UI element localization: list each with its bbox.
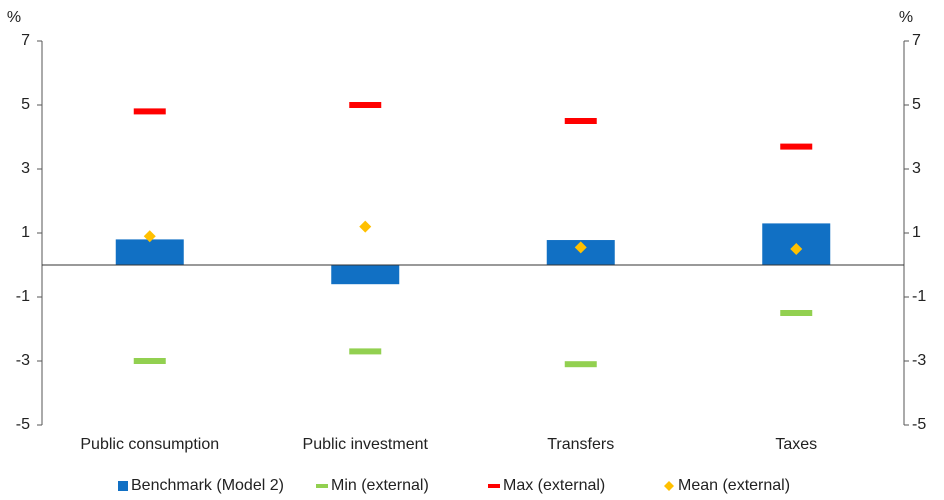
y-tick-label: 1 xyxy=(21,224,30,241)
y-tick-label: -3 xyxy=(16,352,30,369)
legend-swatch xyxy=(488,484,500,488)
y2-tick-label: -5 xyxy=(912,416,926,433)
y-tick-label: -5 xyxy=(16,416,30,433)
legend-label: Min (external) xyxy=(331,477,429,494)
x-tick-label: Public consumption xyxy=(80,436,219,453)
legend-label: Mean (external) xyxy=(678,477,790,494)
legend-swatch xyxy=(118,481,128,491)
dash-marker xyxy=(564,118,597,124)
y2-tick-label: -3 xyxy=(912,352,926,369)
legend-swatch xyxy=(664,481,674,491)
dash-marker xyxy=(564,361,597,368)
y-tick-label: 7 xyxy=(21,32,30,49)
dash-marker xyxy=(133,358,166,364)
dash-marker xyxy=(780,143,813,150)
diamond-marker xyxy=(143,230,156,243)
y2-unit-label: % xyxy=(899,9,913,26)
x-tick-label: Transfers xyxy=(547,436,614,453)
bar xyxy=(331,265,400,285)
x-tick-label: Taxes xyxy=(775,436,817,453)
legend-label: Max (external) xyxy=(503,477,605,494)
dash-marker xyxy=(349,102,382,108)
diamond-marker xyxy=(790,243,803,255)
dash-marker xyxy=(133,108,166,115)
diamond-marker xyxy=(574,241,587,254)
y-tick-label: 5 xyxy=(21,96,30,113)
y-tick-label: 3 xyxy=(21,160,30,177)
diamond-marker xyxy=(359,220,372,233)
y2-tick-label: 7 xyxy=(912,32,921,49)
y-unit-label: % xyxy=(7,9,21,26)
y2-tick-label: -1 xyxy=(912,288,926,305)
dash-marker xyxy=(780,310,813,316)
y2-tick-label: 3 xyxy=(912,160,921,177)
bar xyxy=(115,239,184,265)
y2-tick-label: 1 xyxy=(912,224,921,241)
dash-marker xyxy=(349,348,382,355)
legend-label: Benchmark (Model 2) xyxy=(131,477,284,494)
legend-swatch xyxy=(316,484,328,488)
y2-tick-label: 5 xyxy=(912,96,921,113)
x-tick-label: Public investment xyxy=(303,436,429,453)
y-tick-label: -1 xyxy=(16,288,30,305)
